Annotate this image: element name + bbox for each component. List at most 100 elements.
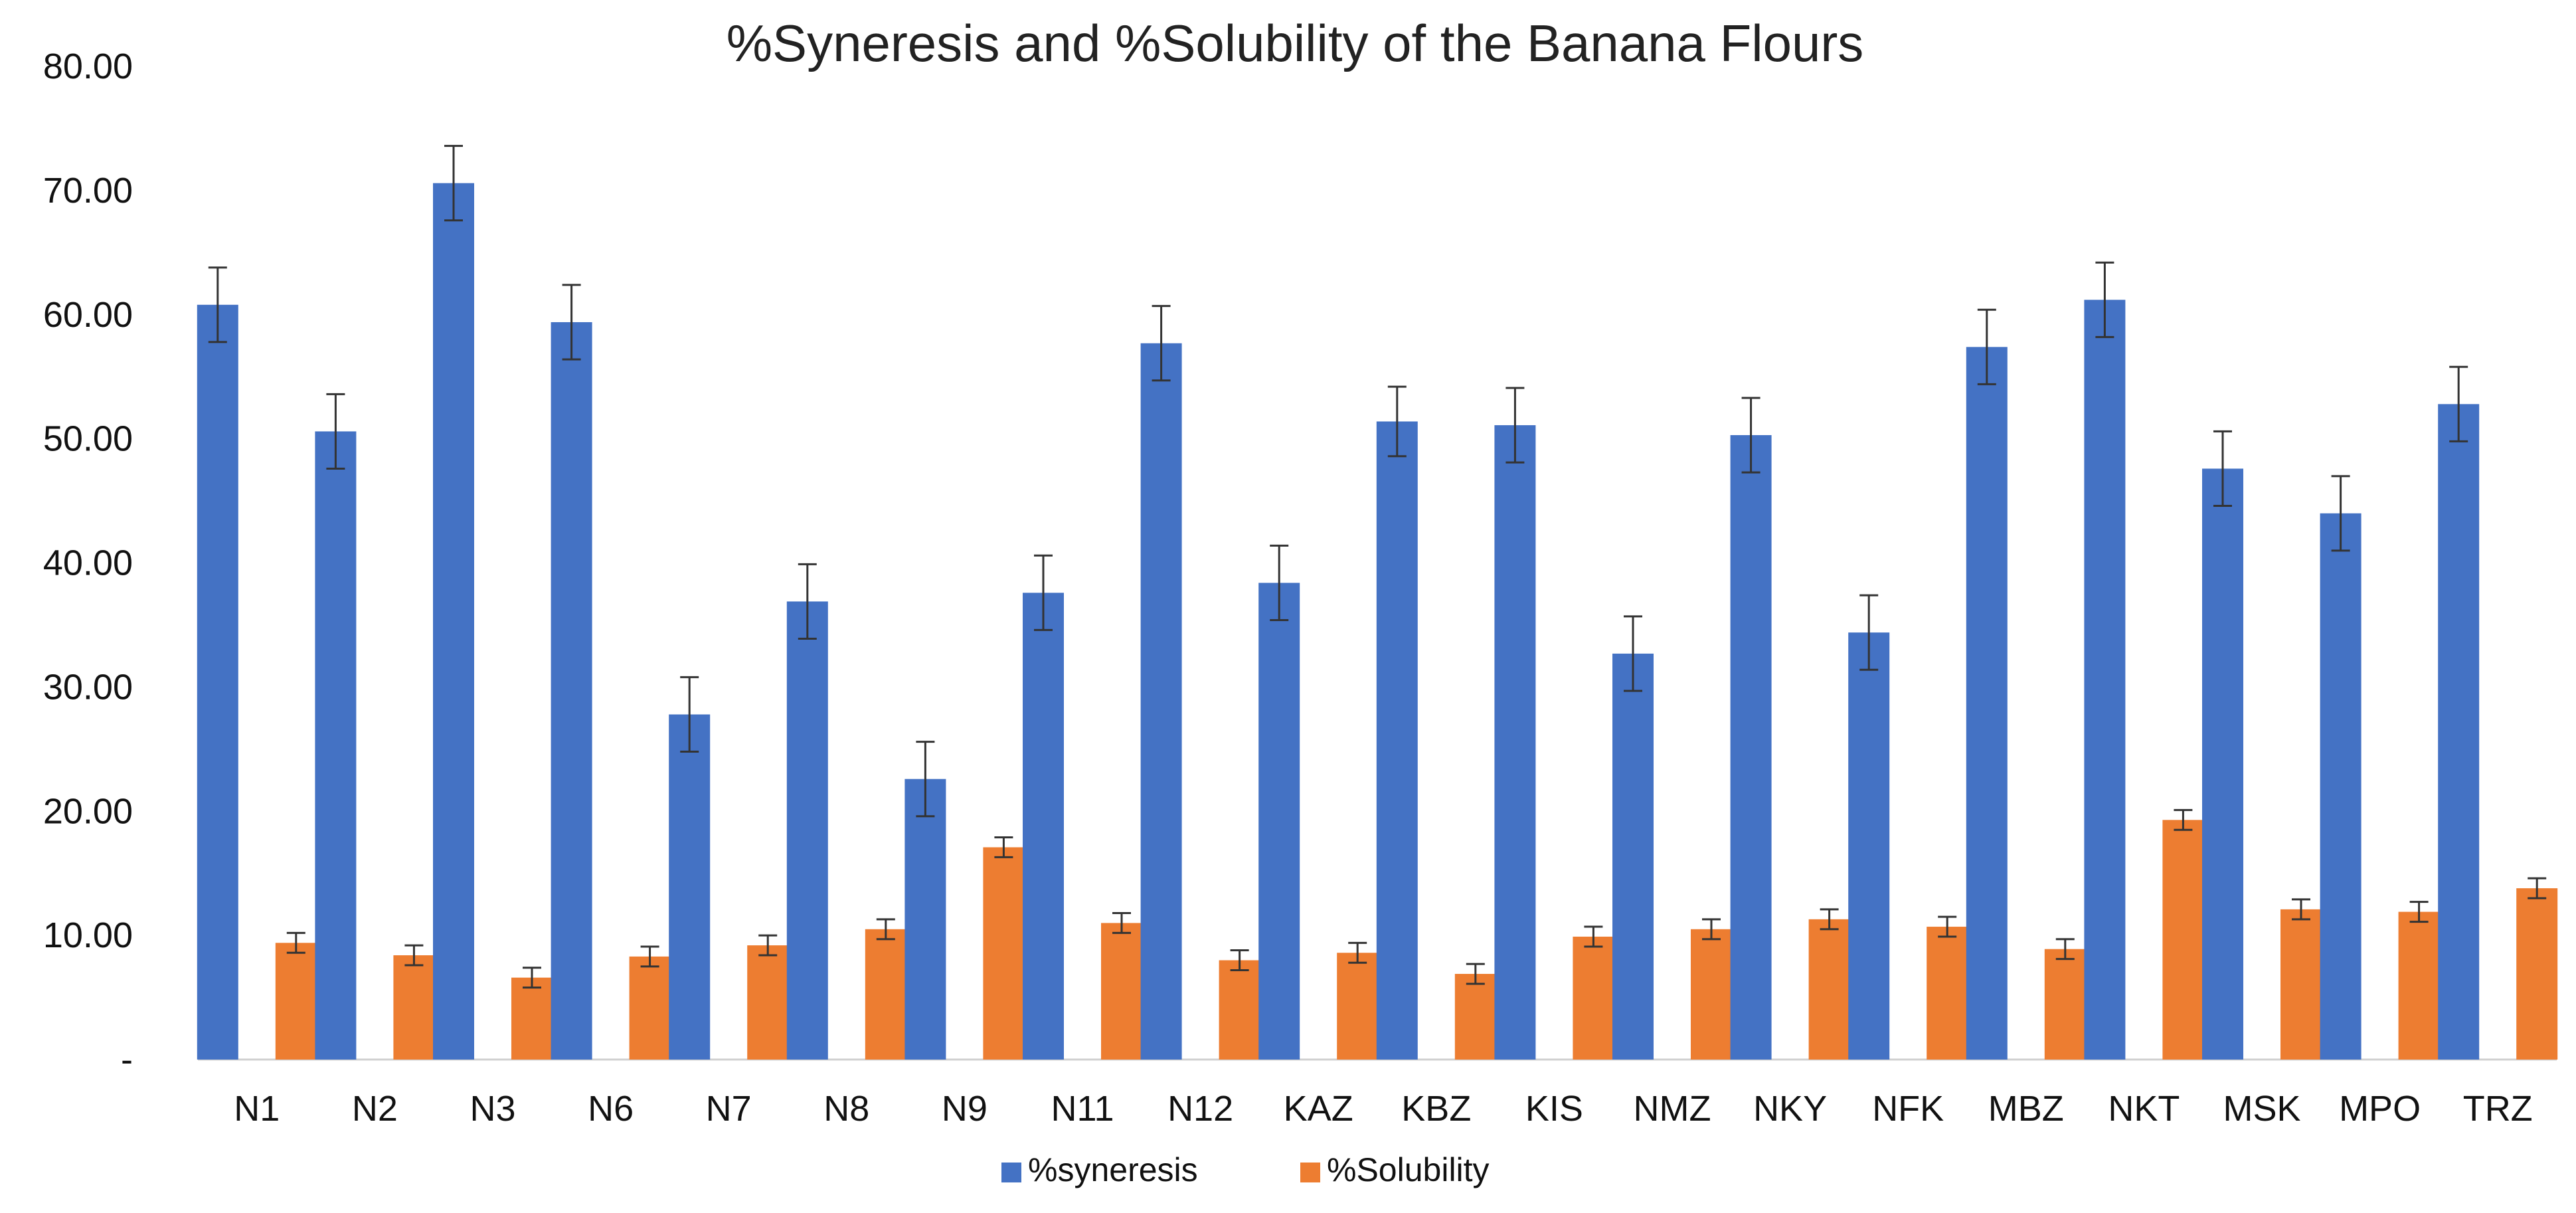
error-bar-syneresis-n9 [916,741,935,818]
y-tick-label: 50.00 [43,419,133,459]
x-tick-label-n7: N7 [706,1089,752,1129]
bar-syneresis-mbz [1966,347,2008,1060]
error-bar-solubility-n6 [640,945,659,968]
error-bar-syneresis-n11 [1034,554,1053,631]
bar-syneresis-n2 [315,431,357,1060]
bar-syneresis-n8 [786,601,828,1060]
error-bar-syneresis-nmz [1624,615,1642,692]
bar-solubility-mbz [2044,949,2086,1060]
bar-syneresis-nmz [1612,653,1654,1060]
bar-syneresis-mpo [2320,513,2361,1060]
bar-syneresis-kbz [1376,421,1418,1060]
bar-solubility-nmz [1691,929,1732,1060]
bar-solubility-n12 [1219,960,1260,1060]
bar-syneresis-msk [2202,468,2243,1060]
bar-solubility-n9 [983,847,1025,1060]
error-bar-solubility-n9 [994,836,1013,858]
error-bar-solubility-nky [1820,908,1839,931]
error-bar-solubility-n1 [286,931,305,954]
bar-solubility-trz [2516,888,2558,1060]
bars [197,183,2558,1060]
y-tick-label: 80.00 [43,47,133,86]
bar-solubility-n6 [629,956,671,1060]
legend-swatch-solubility [1300,1163,1320,1182]
bar-solubility-mpo [2398,911,2440,1060]
error-bars [208,145,2547,989]
error-bar-solubility-n2 [404,944,424,967]
error-bar-syneresis-n7 [680,676,699,753]
bar-syneresis-n6 [551,322,592,1060]
bar-solubility-n3 [511,977,553,1060]
error-bar-solubility-n7 [758,934,778,957]
legend-swatch-syneresis [1001,1163,1021,1182]
bar-solubility-n2 [393,955,435,1060]
y-tick-label: 10.00 [43,915,133,955]
error-bar-syneresis-nfk [1859,594,1879,671]
error-bar-syneresis-nkt [2095,261,2114,338]
bar-syneresis-nky [1730,435,1772,1060]
error-bar-syneresis-kaz [1270,544,1289,621]
error-bar-syneresis-n2 [326,393,345,470]
bar-solubility-n7 [747,945,789,1060]
error-bar-solubility-n8 [876,918,895,941]
x-tick-label-trz: TRZ [2463,1089,2533,1129]
x-tick-label-n1: N1 [234,1089,280,1129]
chart-title: %Syneresis and %Solubility of the Banana… [727,14,1864,72]
bar-syneresis-nfk [1848,632,1890,1060]
bar-solubility-kbz [1454,974,1496,1060]
bar-syneresis-n7 [669,714,711,1060]
x-tick-label-n11: N11 [1051,1089,1114,1129]
bar-syneresis-kis [1494,425,1536,1060]
bar-syneresis-n12 [1140,343,1182,1060]
error-bar-syneresis-nky [1741,397,1760,474]
x-tick-label-nfk: NFK [1872,1089,1944,1129]
error-bar-solubility-kaz [1348,941,1367,964]
bar-solubility-kaz [1337,953,1379,1060]
y-axis-ticks: - 10.00 20.00 30.00 40.00 50.00 60.00 70.00 80.0… [43,47,133,1079]
bar-syneresis-n3 [433,183,474,1060]
bar-solubility-n8 [865,929,906,1060]
error-bar-syneresis-msk [2213,430,2232,508]
error-bar-solubility-n3 [523,967,541,989]
error-bar-syneresis-kis [1505,387,1525,464]
error-bar-solubility-mbz [2055,938,2075,961]
error-bar-syneresis-n12 [1152,305,1171,382]
x-tick-label-n12: N12 [1167,1089,1233,1129]
bar-solubility-n11 [1101,923,1142,1060]
bar-syneresis-kaz [1258,583,1300,1060]
bar-solubility-nkt [2162,820,2204,1060]
bar-syneresis-nkt [2084,300,2126,1060]
x-tick-label-mpo: MPO [2339,1089,2421,1129]
x-tick-label-msk: MSK [2223,1089,2300,1129]
error-bar-syneresis-n6 [562,284,581,361]
x-tick-label-n9: N9 [942,1089,987,1129]
error-bar-syneresis-n1 [208,266,227,343]
legend-label-syneresis: %syneresis [1028,1151,1198,1188]
x-tick-label-mbz: MBZ [1988,1089,2064,1129]
y-tick-label: 30.00 [43,667,133,707]
bar-syneresis-n11 [1023,593,1064,1060]
error-bar-syneresis-mbz [1977,308,1996,385]
x-tick-label-n8: N8 [823,1089,869,1129]
error-bar-syneresis-mpo [2331,475,2350,552]
y-tick-label: 40.00 [43,543,133,583]
error-bar-solubility-n12 [1230,949,1249,971]
y-tick-label: 60.00 [43,295,133,335]
x-axis-labels: N1 N2 N3 N6 N7 N8 N9 N11 N12 KAZ KBZ KIS NMZ NKY NFK MB… [234,1089,2532,1129]
error-bar-solubility-nfk [1938,915,1957,938]
x-tick-label-kis: KIS [1525,1089,1583,1129]
bar-solubility-msk [2280,909,2322,1060]
x-tick-label-nmz: NMZ [1634,1089,1711,1129]
error-bar-syneresis-kbz [1387,385,1407,458]
error-bar-syneresis-n3 [444,145,463,222]
x-tick-label-nkt: NKT [2108,1089,2180,1129]
error-bar-solubility-kbz [1466,963,1485,985]
bar-syneresis-n9 [904,779,946,1060]
bar-solubility-n1 [275,943,317,1060]
error-bar-solubility-msk [2292,898,2310,921]
bar-solubility-nfk [1927,927,1968,1060]
x-tick-label-n6: N6 [588,1089,634,1129]
x-tick-label-n3: N3 [470,1089,515,1129]
y-tick-label: - [121,1040,133,1079]
